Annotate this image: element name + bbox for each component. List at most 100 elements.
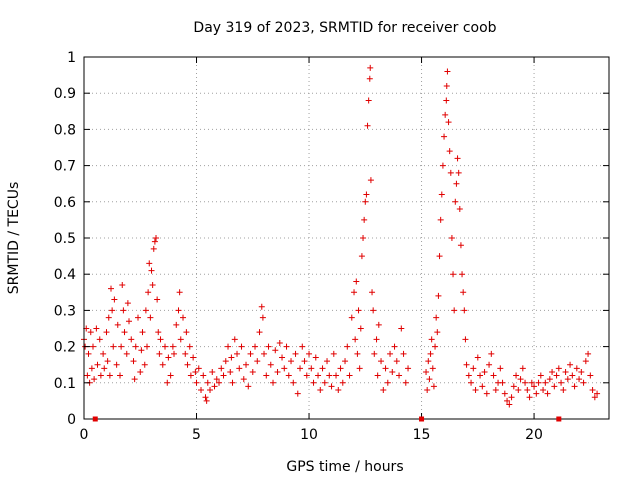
data-point <box>132 343 139 350</box>
y-tick-labels: 0 0.1 0.2 0.3 0.4 0.5 0.6 0.7 0.8 0.9 1 <box>54 50 76 428</box>
data-point <box>85 350 92 357</box>
data-point <box>108 285 115 292</box>
data-point <box>135 314 142 321</box>
data-point <box>227 368 234 375</box>
data-point <box>555 365 562 372</box>
data-point <box>159 361 166 368</box>
data-point <box>303 372 310 379</box>
data-point <box>236 365 243 372</box>
data-point <box>324 358 331 365</box>
baseline-marker <box>419 416 425 422</box>
data-point <box>145 289 152 296</box>
data-point <box>93 325 100 332</box>
data-point <box>452 198 459 205</box>
x-axis-title: GPS time / hours <box>286 459 403 475</box>
data-point <box>229 379 236 386</box>
data-point <box>558 379 565 386</box>
data-point <box>474 354 481 361</box>
data-point <box>228 354 235 361</box>
data-point <box>315 372 322 379</box>
data-point <box>274 368 281 375</box>
data-point <box>164 379 171 386</box>
data-point <box>448 235 455 241</box>
data-point <box>118 343 125 350</box>
data-point <box>371 350 378 357</box>
data-point <box>519 365 526 372</box>
data-point <box>578 368 585 375</box>
data-point <box>173 321 180 328</box>
data-point <box>402 379 409 386</box>
data-point <box>459 271 466 278</box>
data-point <box>396 372 403 379</box>
data-point <box>425 358 432 365</box>
data-point <box>321 379 328 386</box>
data-point <box>180 314 187 321</box>
y-tick-label: 0.7 <box>54 159 76 175</box>
data-point <box>400 350 407 357</box>
data-point <box>515 387 522 394</box>
data-point <box>297 365 304 372</box>
data-point <box>100 350 107 357</box>
data-point <box>141 361 148 368</box>
data-point <box>348 314 355 321</box>
data-point <box>540 387 547 394</box>
data-point <box>571 383 578 390</box>
data-point <box>216 379 223 386</box>
data-point <box>245 383 252 390</box>
data-point <box>501 390 508 397</box>
data-point <box>460 289 467 296</box>
data-point <box>526 394 533 401</box>
data-point <box>312 354 319 361</box>
data-point <box>207 387 214 394</box>
data-point <box>367 177 374 184</box>
data-point <box>356 365 363 372</box>
data-point <box>231 336 238 343</box>
data-point <box>393 358 400 365</box>
data-point <box>290 379 297 386</box>
data-point <box>353 278 360 285</box>
data-point <box>165 354 172 361</box>
data-point <box>184 361 191 368</box>
data-point <box>144 343 151 350</box>
data-point <box>451 307 458 314</box>
data-point <box>238 343 245 350</box>
data-point <box>155 329 162 336</box>
data-point <box>361 216 368 223</box>
data-point <box>263 372 270 379</box>
data-point <box>344 343 351 350</box>
y-tick-label: 0.5 <box>54 231 76 247</box>
data-point <box>564 376 571 383</box>
data-point <box>576 376 583 383</box>
data-point <box>569 372 576 379</box>
data-point <box>339 379 346 386</box>
data-point <box>562 368 569 375</box>
grid <box>84 57 609 419</box>
data-point <box>405 365 412 372</box>
data-point <box>486 361 493 368</box>
data-point <box>104 358 111 365</box>
data-point <box>524 387 531 394</box>
data-point <box>453 180 460 187</box>
data-point <box>504 397 511 404</box>
data-point <box>187 372 194 379</box>
data-point <box>105 314 112 321</box>
data-point <box>123 350 130 357</box>
x-tick-label: 0 <box>80 427 89 443</box>
data-point <box>373 336 380 343</box>
data-point <box>380 387 387 394</box>
x-tick-label: 5 <box>192 427 201 443</box>
data-point <box>138 347 145 354</box>
baseline-marker <box>92 416 98 422</box>
data-point <box>87 329 94 336</box>
data-point <box>258 303 265 310</box>
y-tick-label: 0.1 <box>54 376 76 392</box>
data-point <box>470 365 477 372</box>
data-point <box>370 307 377 314</box>
data-point <box>375 321 382 328</box>
data-point <box>354 350 361 357</box>
y-tick-label: 0.6 <box>54 195 76 211</box>
data-point <box>546 376 553 383</box>
data-point <box>542 379 549 386</box>
data-point <box>455 169 462 176</box>
data-point <box>358 253 365 260</box>
